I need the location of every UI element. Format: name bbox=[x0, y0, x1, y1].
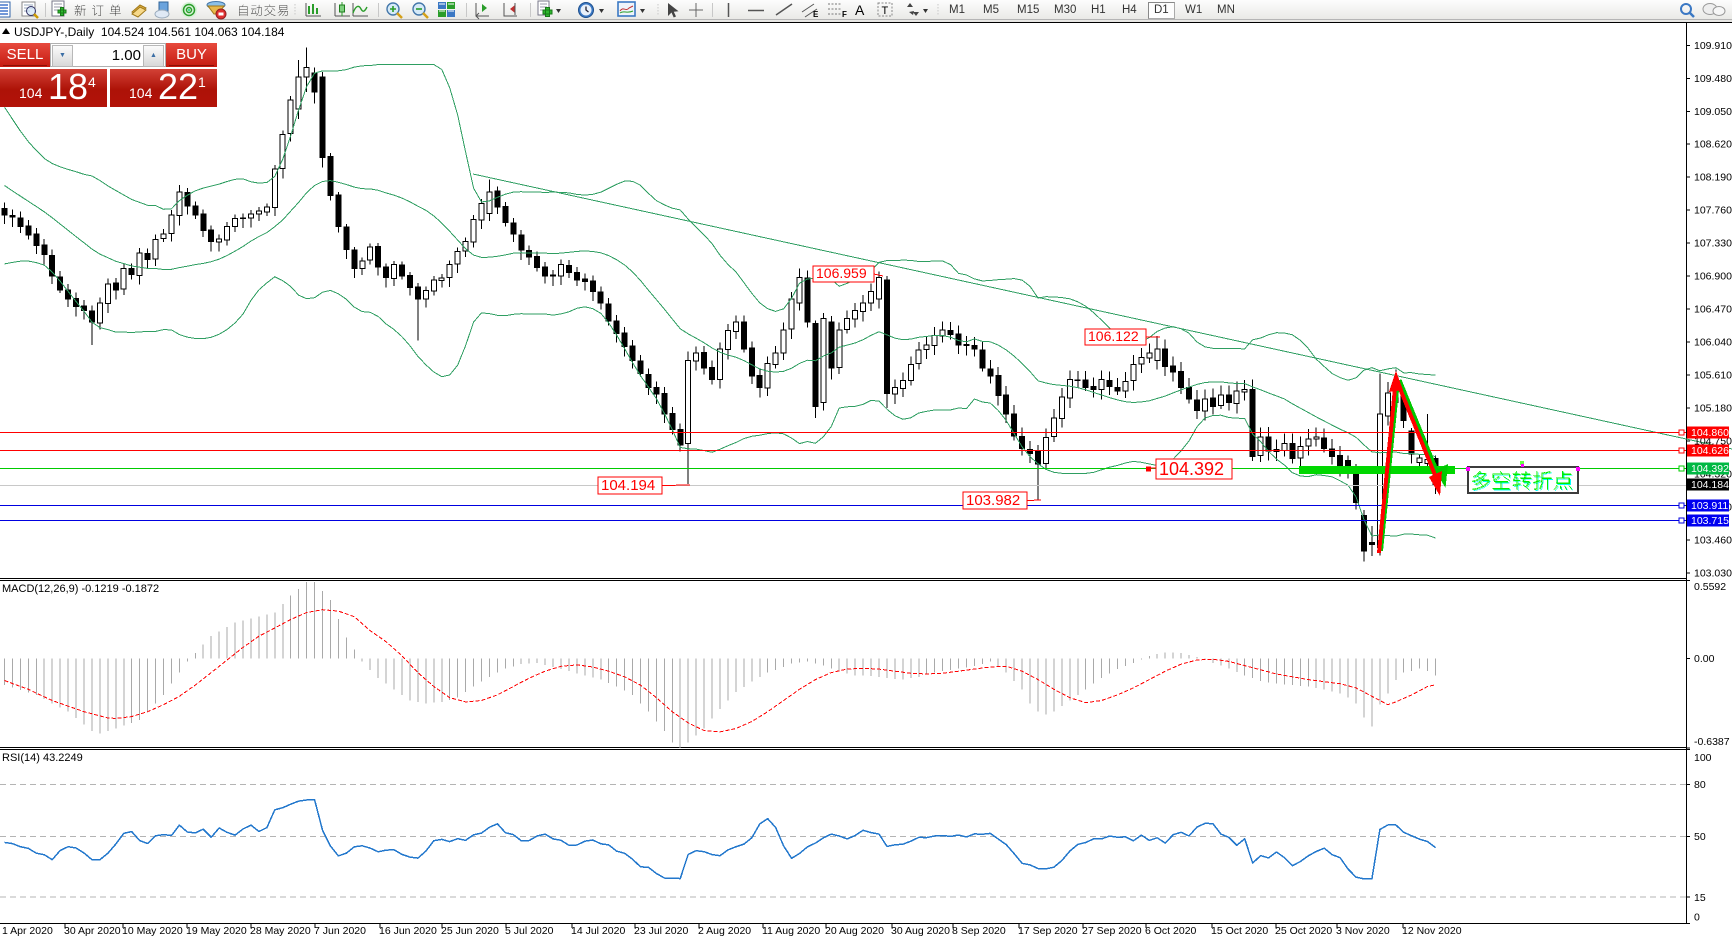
svg-text:30 Aug 2020: 30 Aug 2020 bbox=[891, 925, 950, 937]
svg-text:RSI(14) 43.2249: RSI(14) 43.2249 bbox=[2, 752, 83, 764]
svg-text:0.5592: 0.5592 bbox=[1694, 581, 1726, 593]
svg-text:109.480: 109.480 bbox=[1694, 73, 1732, 85]
svg-text:103.982: 103.982 bbox=[966, 492, 1020, 509]
svg-text:80: 80 bbox=[1694, 779, 1706, 791]
svg-text:103.460: 103.460 bbox=[1694, 535, 1732, 547]
svg-text:15: 15 bbox=[1694, 892, 1706, 904]
svg-text:103.911: 103.911 bbox=[1691, 500, 1728, 512]
svg-text:F: F bbox=[842, 10, 847, 19]
svg-text:106.040: 106.040 bbox=[1694, 337, 1732, 349]
svg-text:50: 50 bbox=[1694, 831, 1706, 843]
svg-text:106.470: 106.470 bbox=[1694, 304, 1732, 316]
svg-text:106.122: 106.122 bbox=[1088, 328, 1139, 344]
svg-text:104.194: 104.194 bbox=[601, 477, 655, 494]
svg-text:107.330: 107.330 bbox=[1694, 238, 1732, 250]
svg-text:23 Jul 2020: 23 Jul 2020 bbox=[634, 925, 688, 937]
svg-text:108.620: 108.620 bbox=[1694, 139, 1732, 151]
svg-text:14 Jul 2020: 14 Jul 2020 bbox=[571, 925, 625, 937]
svg-text:103.715: 103.715 bbox=[1691, 515, 1729, 527]
svg-text:10 May 2020: 10 May 2020 bbox=[122, 925, 183, 937]
svg-text:104.626: 104.626 bbox=[1691, 445, 1729, 457]
svg-text:109.910: 109.910 bbox=[1694, 40, 1732, 52]
svg-text:17 Sep 2020: 17 Sep 2020 bbox=[1018, 925, 1078, 937]
svg-text:-0.6387: -0.6387 bbox=[1694, 736, 1730, 748]
svg-text:5 Jul 2020: 5 Jul 2020 bbox=[505, 925, 554, 937]
svg-text:103.030: 103.030 bbox=[1694, 568, 1732, 580]
svg-text:7 Jun 2020: 7 Jun 2020 bbox=[314, 925, 366, 937]
svg-text:30 Apr 2020: 30 Apr 2020 bbox=[64, 925, 121, 937]
svg-text:105.180: 105.180 bbox=[1694, 403, 1732, 415]
svg-text:104.392: 104.392 bbox=[1159, 459, 1224, 479]
svg-text:25 Jun 2020: 25 Jun 2020 bbox=[441, 925, 499, 937]
svg-text:25 Oct 2020: 25 Oct 2020 bbox=[1275, 925, 1332, 937]
svg-text:3 Nov 2020: 3 Nov 2020 bbox=[1336, 925, 1390, 937]
svg-text:T: T bbox=[882, 5, 889, 17]
svg-text:100: 100 bbox=[1694, 752, 1712, 764]
svg-text:12 Nov 2020: 12 Nov 2020 bbox=[1402, 925, 1462, 937]
svg-text:0.00: 0.00 bbox=[1694, 653, 1715, 665]
svg-text:19 May 2020: 19 May 2020 bbox=[186, 925, 247, 937]
svg-text:104.184: 104.184 bbox=[1691, 479, 1729, 491]
svg-text:15 Oct 2020: 15 Oct 2020 bbox=[1211, 925, 1268, 937]
svg-text:109.050: 109.050 bbox=[1694, 106, 1732, 118]
svg-text:27 Sep 2020: 27 Sep 2020 bbox=[1082, 925, 1142, 937]
svg-text:104.860: 104.860 bbox=[1691, 427, 1729, 439]
svg-text:A: A bbox=[855, 2, 865, 18]
svg-text:106.959: 106.959 bbox=[816, 265, 867, 281]
svg-text:11 Aug 2020: 11 Aug 2020 bbox=[762, 925, 820, 937]
svg-text:28 May 2020: 28 May 2020 bbox=[250, 925, 311, 937]
svg-text:104.392: 104.392 bbox=[1691, 463, 1729, 475]
svg-text:2 Aug 2020: 2 Aug 2020 bbox=[698, 925, 751, 937]
svg-text:108.190: 108.190 bbox=[1694, 172, 1732, 184]
svg-text:105.610: 105.610 bbox=[1694, 370, 1732, 382]
svg-text:6 Oct 2020: 6 Oct 2020 bbox=[1145, 925, 1197, 937]
svg-text:0: 0 bbox=[1694, 911, 1700, 923]
svg-text:107.760: 107.760 bbox=[1694, 205, 1732, 217]
svg-text:16 Jun 2020: 16 Jun 2020 bbox=[379, 925, 437, 937]
svg-text:E: E bbox=[813, 10, 819, 19]
svg-text:20 Aug 2020: 20 Aug 2020 bbox=[825, 925, 884, 937]
svg-text:8 Sep 2020: 8 Sep 2020 bbox=[952, 925, 1006, 937]
svg-text:MACD(12,26,9) -0.1219 -0.1872: MACD(12,26,9) -0.1219 -0.1872 bbox=[2, 583, 159, 595]
svg-text:106.900: 106.900 bbox=[1694, 271, 1732, 283]
svg-text:1 Apr 2020: 1 Apr 2020 bbox=[2, 925, 53, 937]
